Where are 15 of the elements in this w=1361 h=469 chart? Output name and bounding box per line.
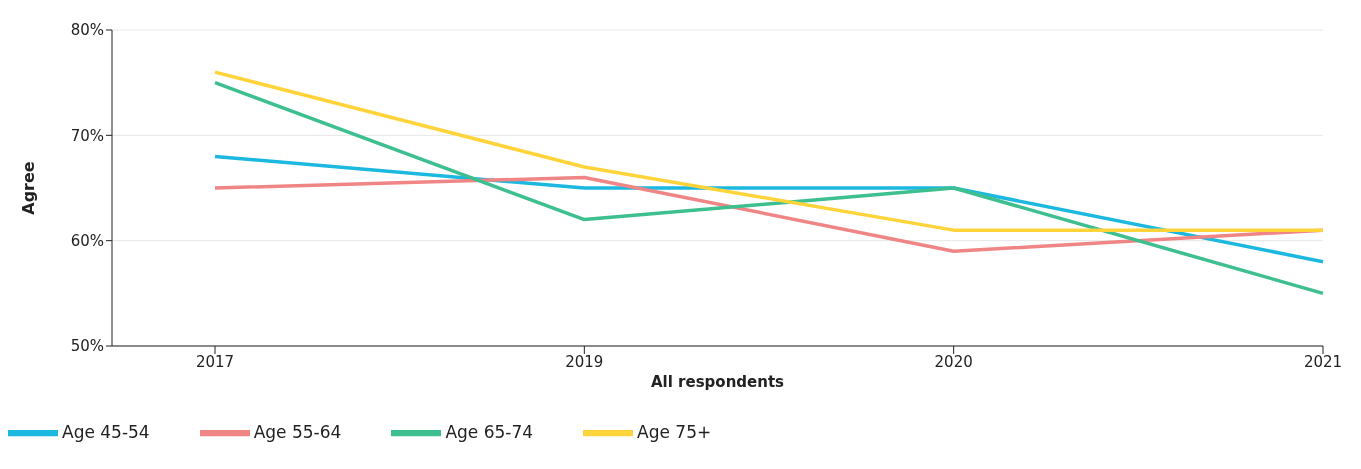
x-tick-label: 2019 bbox=[565, 352, 604, 371]
y-tick-label: 80% bbox=[70, 21, 104, 40]
line-series bbox=[213, 80, 1325, 296]
x-axis-title: All respondents bbox=[650, 372, 785, 391]
y-tick-label: 60% bbox=[70, 231, 104, 250]
legend-label: Age 75+ bbox=[637, 422, 712, 442]
legend-label: Age 45-54 bbox=[62, 422, 150, 442]
legend-label: Age 65-74 bbox=[445, 422, 534, 442]
legend-label: Age 55-64 bbox=[253, 422, 342, 442]
y-tick-label: 50% bbox=[70, 337, 104, 356]
x-tick-label: 2017 bbox=[195, 352, 235, 371]
y-tick-label: 70% bbox=[70, 126, 104, 145]
x-tick-label: 2021 bbox=[1303, 352, 1343, 371]
x-tick-label: 2020 bbox=[934, 352, 973, 371]
y-axis-title: Agree bbox=[18, 161, 38, 215]
